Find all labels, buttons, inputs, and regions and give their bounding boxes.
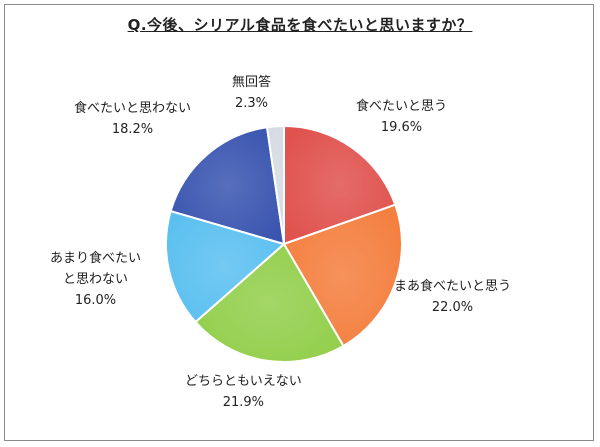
pie-slice-5 — [265, 124, 285, 245]
label-not-much: あまり食べたい と思わない 16.0% — [50, 251, 142, 308]
pie-slice-4 — [169, 126, 286, 246]
label-somewhat-want: まあ食べたいと思う 22.0% — [394, 279, 512, 315]
label-not-much-line2: と思わない — [63, 272, 129, 287]
pie-slice-3 — [165, 209, 287, 324]
pie-slice-2 — [194, 242, 345, 363]
label-want-to-eat: 食べたいと思う 19.6% — [356, 99, 448, 135]
label-dont-want: 食べたいと思わない 18.2% — [74, 101, 192, 137]
label-no-answer: 無回答 2.3% — [232, 75, 272, 111]
label-not-much-line1: あまり食べたい — [50, 251, 142, 266]
pie-slice-1 — [282, 203, 403, 348]
chart-title: Q.今後、シリアル食品を食べたいと思いますか？ — [127, 16, 473, 34]
label-neither: どちらともいえない 21.9% — [185, 374, 302, 410]
